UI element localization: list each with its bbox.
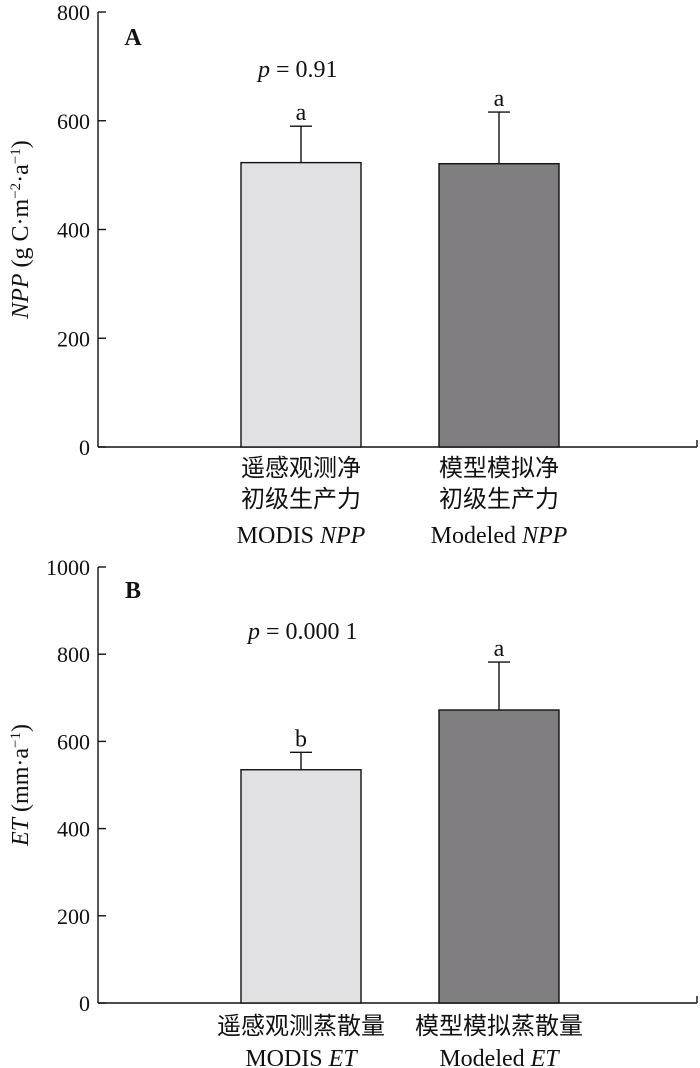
bar xyxy=(240,769,362,1004)
category-label: MODIS ET xyxy=(245,1046,358,1068)
y-tick-label: 400 xyxy=(57,218,90,243)
p-value: p = 0.000 1 xyxy=(246,619,358,645)
category-label: 遥感观测蒸散量 xyxy=(217,1013,385,1040)
category-label: 模型模拟净 xyxy=(439,455,559,482)
significance-letter: a xyxy=(296,100,307,126)
bar xyxy=(438,709,560,1004)
y-axis-label: ET (mm·a−1) xyxy=(8,724,34,847)
y-tick-label: 200 xyxy=(57,326,90,351)
panel-label: A xyxy=(124,25,142,51)
category-label: 初级生产力 xyxy=(241,486,361,513)
y-tick-label: 600 xyxy=(57,109,90,134)
chart-panel-a: 0 200 400 600 800 NPP (g C·m−2·a−1) Ap = 0.91 a… xyxy=(8,0,698,549)
p-value: p = 0.91 xyxy=(256,57,338,83)
category-label: 模型模拟蒸散量 xyxy=(415,1013,583,1040)
significance-letter: a xyxy=(494,636,505,662)
significance-letter: a xyxy=(494,86,505,112)
y-tick-label: 800 xyxy=(57,0,90,25)
y-tick-label: 200 xyxy=(57,904,90,929)
category-label: MODIS NPP xyxy=(237,523,366,549)
significance-letter: b xyxy=(295,726,307,752)
y-tick-label: 0 xyxy=(79,991,90,1016)
y-tick-label: 0 xyxy=(79,435,90,460)
y-tick-label: 600 xyxy=(57,729,90,754)
y-tick-label: 800 xyxy=(57,642,90,667)
category-label: 初级生产力 xyxy=(439,486,559,513)
panel-label: B xyxy=(125,578,141,604)
y-tick-label: 1000 xyxy=(46,555,90,580)
category-label: Modeled NPP xyxy=(431,523,568,549)
category-label: 遥感观测净 xyxy=(241,455,361,482)
bar xyxy=(438,163,560,448)
y-tick-label: 400 xyxy=(57,817,90,842)
y-axis-label: NPP (g C·m−2·a−1) xyxy=(8,140,34,320)
bar xyxy=(240,161,362,448)
category-label: Modeled ET xyxy=(439,1046,560,1068)
chart-panel-b: 0 200 400 600 800 1000 ET (mm·a−1) Bp = 0.000 1… xyxy=(8,555,698,1068)
